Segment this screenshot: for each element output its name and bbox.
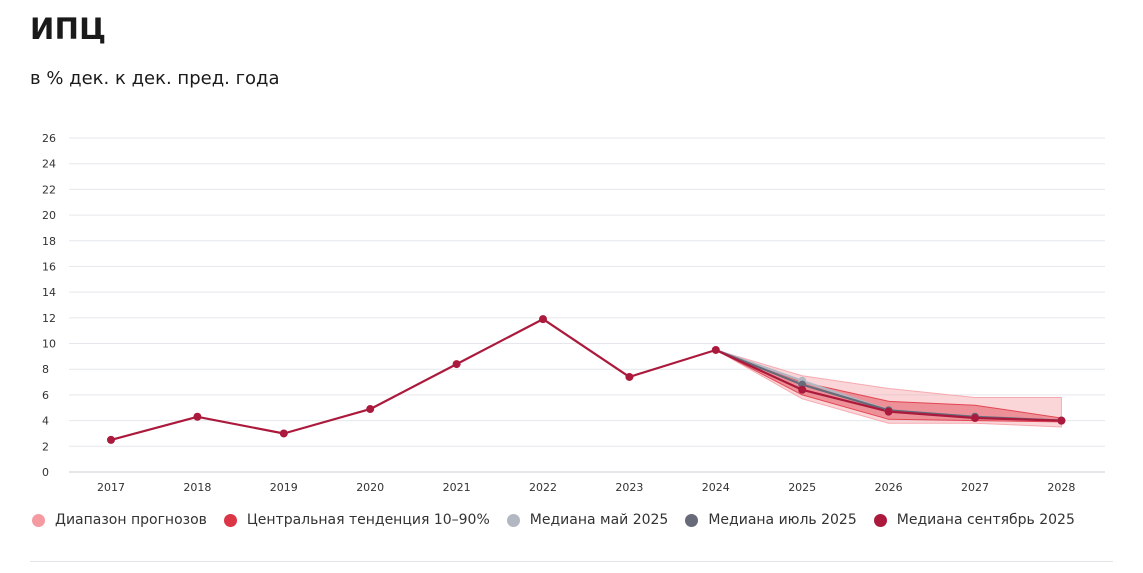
y-tick-label: 24 — [42, 158, 56, 171]
x-tick-label: 2020 — [356, 481, 384, 494]
median-september-line — [110, 318, 1062, 441]
chart-subtitle: в % дек. к дек. пред. года — [30, 68, 280, 89]
chart-legend: Диапазон прогнозов Центральная тенденция… — [32, 512, 1092, 528]
y-tick-label: 16 — [42, 260, 56, 273]
x-tick-label: 2026 — [875, 481, 903, 494]
y-tick-label: 14 — [42, 286, 56, 299]
y-tick-label: 20 — [42, 209, 56, 222]
y-tick-label: 6 — [42, 389, 49, 402]
x-tick-label: 2017 — [97, 481, 125, 494]
x-tick-label: 2027 — [961, 481, 989, 494]
x-tick-label: 2018 — [183, 481, 211, 494]
grid-lines — [69, 137, 1105, 473]
legend-item-median-july[interactable]: Медиана июль 2025 — [685, 512, 857, 528]
legend-item-range[interactable]: Диапазон прогнозов — [32, 512, 207, 528]
legend-dot-median-may — [506, 513, 520, 527]
legend-dot-range — [32, 513, 45, 527]
x-tick-label: 2028 — [1047, 481, 1075, 494]
legend-label-median-july: Медиана июль 2025 — [708, 512, 857, 528]
x-tick-label: 2025 — [788, 481, 816, 494]
legend-label-median-september: Медиана сентябрь 2025 — [896, 512, 1075, 528]
series-points — [107, 315, 1066, 444]
x-tick-label: 2019 — [270, 481, 298, 494]
y-tick-label: 12 — [42, 312, 56, 325]
y-tick-label: 10 — [42, 338, 56, 351]
legend-dot-central-tendency — [223, 513, 237, 527]
bottom-divider — [30, 561, 1113, 562]
median-september-point — [625, 372, 634, 381]
legend-label-central-tendency: Центральная тенденция 10–90% — [246, 512, 490, 528]
x-tick-label: 2024 — [702, 481, 730, 494]
legend-dot-median-september — [873, 513, 887, 527]
y-tick-label: 22 — [42, 183, 56, 196]
median-september-point — [539, 315, 547, 324]
legend-label-range: Диапазон прогнозов — [55, 512, 207, 528]
median-september-point — [884, 407, 893, 416]
median-september-point — [1057, 416, 1066, 425]
y-tick-label: 2 — [42, 440, 49, 453]
legend-item-central-tendency[interactable]: Центральная тенденция 10–90% — [223, 512, 490, 528]
y-tick-label: 8 — [42, 363, 49, 376]
forecast-range-band — [715, 349, 1062, 428]
median-september-point — [971, 414, 979, 423]
median-september-point — [107, 435, 115, 444]
x-tick-label: 2022 — [529, 481, 557, 494]
legend-label-median-may: Медиана май 2025 — [529, 512, 669, 528]
legend-item-median-september[interactable]: Медиана сентябрь 2025 — [873, 512, 1075, 528]
median-september-point — [279, 429, 288, 438]
y-tick-label: 0 — [42, 466, 49, 479]
median-september-point — [711, 345, 720, 354]
x-tick-label: 2023 — [615, 481, 643, 494]
x-axis-ticks: 2017 2018 2019 2020 2021 2022 2023 2024 2025 2026… — [97, 481, 1075, 494]
median-september-point — [366, 405, 375, 414]
legend-item-median-may[interactable]: Медиана май 2025 — [506, 512, 669, 528]
chart-title: ИПЦ — [30, 12, 107, 46]
median-september-point — [193, 412, 202, 421]
y-tick-label: 26 — [42, 132, 56, 145]
y-tick-label: 4 — [42, 415, 49, 428]
x-tick-label: 2021 — [443, 481, 471, 494]
median-september-point — [798, 385, 807, 394]
y-tick-label: 18 — [42, 235, 56, 248]
median-september-point — [452, 360, 461, 369]
legend-dot-median-july — [685, 513, 699, 527]
